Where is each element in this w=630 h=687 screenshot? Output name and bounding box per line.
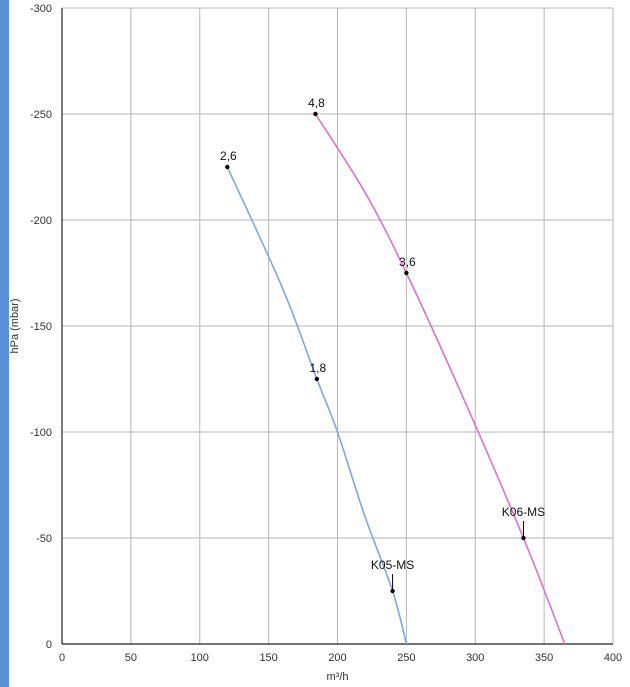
x-axis-title: m³/h bbox=[327, 671, 349, 683]
series-line-k06-ms bbox=[314, 113, 566, 645]
left-accent-bar bbox=[0, 0, 9, 687]
data-point bbox=[313, 111, 318, 117]
series-line-k05-ms bbox=[226, 166, 408, 645]
tick-labels: 0 50 100 150 200 250 300 350 400 0 -50 -100 -150 -200… bbox=[30, 3, 622, 664]
x-tick-label: 250 bbox=[397, 652, 415, 664]
series-annotation-label: K05-MS bbox=[371, 558, 414, 572]
data-point bbox=[225, 164, 230, 170]
data-point bbox=[404, 270, 409, 276]
data-point-label: 1,8 bbox=[309, 361, 326, 375]
x-tick-label: 350 bbox=[535, 652, 553, 664]
markers: 2,6 1,8 4,8 3,6 bbox=[220, 96, 416, 382]
x-tick-label: 200 bbox=[328, 652, 346, 664]
y-tick-label: -250 bbox=[30, 109, 52, 121]
data-point bbox=[314, 376, 320, 382]
annotation-point bbox=[390, 588, 395, 594]
x-tick-label: 100 bbox=[191, 652, 209, 664]
x-tick-label: 0 bbox=[59, 652, 65, 664]
x-tick-label: 150 bbox=[259, 652, 277, 664]
y-axis-title: hPa (mbar) bbox=[9, 298, 21, 353]
data-point-label: 3,6 bbox=[399, 255, 416, 269]
series-annotation-label: K06-MS bbox=[502, 505, 545, 519]
data-point-label: 4,8 bbox=[308, 96, 325, 110]
y-tick-label: -50 bbox=[36, 533, 52, 545]
y-tick-label: 0 bbox=[46, 639, 52, 651]
annotations: K05-MS K06-MS bbox=[371, 505, 545, 594]
annotation-point bbox=[521, 535, 526, 541]
y-tick-label: -150 bbox=[30, 321, 52, 333]
grid bbox=[62, 7, 614, 644]
x-tick-label: 400 bbox=[604, 652, 622, 664]
axes bbox=[61, 8, 613, 645]
series-lines bbox=[226, 113, 566, 645]
y-tick-label: -200 bbox=[30, 215, 52, 227]
x-tick-label: 300 bbox=[466, 652, 484, 664]
y-tick-label: -300 bbox=[30, 3, 52, 15]
x-tick-label: 50 bbox=[125, 652, 137, 664]
y-tick-label: -100 bbox=[30, 427, 52, 439]
data-point-label: 2,6 bbox=[220, 149, 237, 163]
